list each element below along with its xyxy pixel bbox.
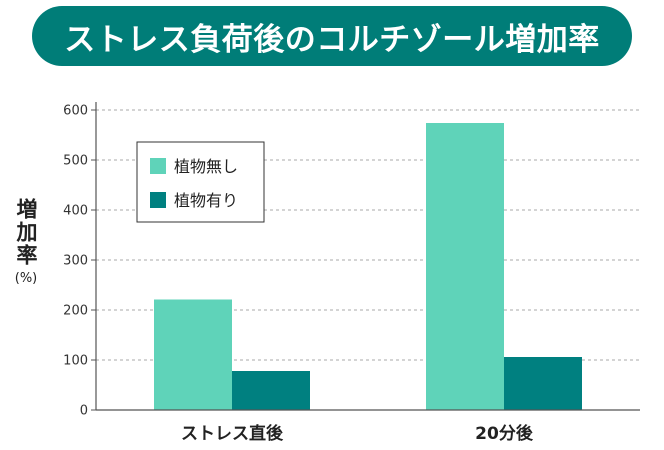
- x-category-label: 20分後: [475, 423, 534, 444]
- legend-swatch: [150, 158, 166, 174]
- chart-title: ストレス負荷後のコルチゾール増加率: [64, 21, 600, 58]
- bar-without-plant: [426, 123, 504, 410]
- y-tick-labels: 0 100 200 300 400 500 600: [63, 104, 96, 419]
- y-tick-label: 600: [63, 104, 88, 119]
- x-category-label: ストレス直後: [181, 423, 284, 444]
- legend-label: 植物有り: [174, 191, 238, 210]
- y-tick-label: 0: [80, 404, 88, 419]
- bars: [154, 123, 582, 410]
- y-axis-label-text: 増加率: [14, 198, 38, 267]
- x-category-labels: ストレス直後 20分後: [181, 423, 534, 444]
- y-axis-unit: (%): [14, 271, 38, 286]
- title-banner: ストレス負荷後のコルチゾール増加率: [32, 6, 632, 66]
- legend-box: [136, 141, 265, 223]
- legend-swatch: [150, 192, 166, 208]
- y-tick-label: 200: [63, 304, 88, 319]
- bar-with-plant: [504, 357, 582, 410]
- bar-without-plant: [154, 299, 232, 410]
- y-tick-label: 400: [63, 204, 88, 219]
- y-tick-label: 500: [63, 154, 88, 169]
- y-axis-label: 増加率 (%): [6, 198, 46, 286]
- bar-with-plant: [232, 371, 310, 410]
- y-tick-label: 300: [63, 254, 88, 269]
- legend-label: 植物無し: [174, 157, 238, 176]
- y-tick-label: 100: [63, 354, 88, 369]
